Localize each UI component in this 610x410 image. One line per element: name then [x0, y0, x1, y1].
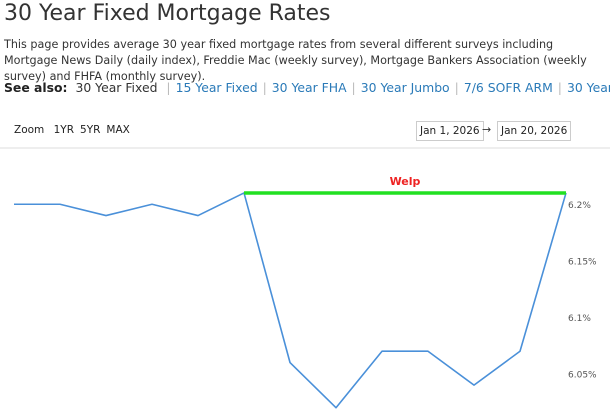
separator: | [166, 80, 171, 95]
y-tick-label: 6.1% [568, 314, 591, 324]
page-title: 30 Year Fixed Mortgage Rates [4, 1, 331, 26]
rate-line [14, 192, 567, 409]
see-also-link[interactable]: 30 Year Jumbo [360, 80, 450, 95]
zoom-button[interactable]: 1YR [53, 124, 75, 136]
see-also-link[interactable]: 15 Year Fixed [175, 80, 258, 95]
see-also-label: See also: [4, 80, 68, 95]
separator: | [454, 80, 459, 95]
arrow: → [482, 123, 492, 136]
see-also-link[interactable]: 30 Year FHA [271, 80, 347, 95]
zoom-label: Zoom [14, 124, 45, 136]
description: This page provides average 30 year fixed… [4, 38, 587, 83]
y-tick-label: 6.05% [568, 370, 597, 380]
current-item: 30 Year Fixed [75, 80, 158, 95]
see-also-link[interactable]: 7/6 SOFR ARM [463, 80, 553, 95]
date-to[interactable]: Jan 20, 2026 [497, 121, 572, 141]
date-from[interactable]: Jan 1, 2026 [416, 121, 484, 141]
separator: | [351, 80, 356, 95]
annotation: Welp [390, 175, 421, 188]
zoom-bar: Zoom 1YR 5YR MAX [14, 124, 136, 136]
y-tick-label: 6.2% [568, 201, 591, 211]
y-tick-label: 6.15% [568, 257, 597, 267]
see-also-link[interactable]: 30 Year VA [566, 80, 610, 95]
zoom-button[interactable]: 5YR [80, 124, 101, 136]
see-also: See also: 30 Year Fixed | 15 Year Fixed | 3… [4, 80, 610, 95]
separator: | [557, 80, 562, 95]
zoom-button[interactable]: MAX [106, 124, 130, 136]
separator: | [262, 80, 267, 95]
